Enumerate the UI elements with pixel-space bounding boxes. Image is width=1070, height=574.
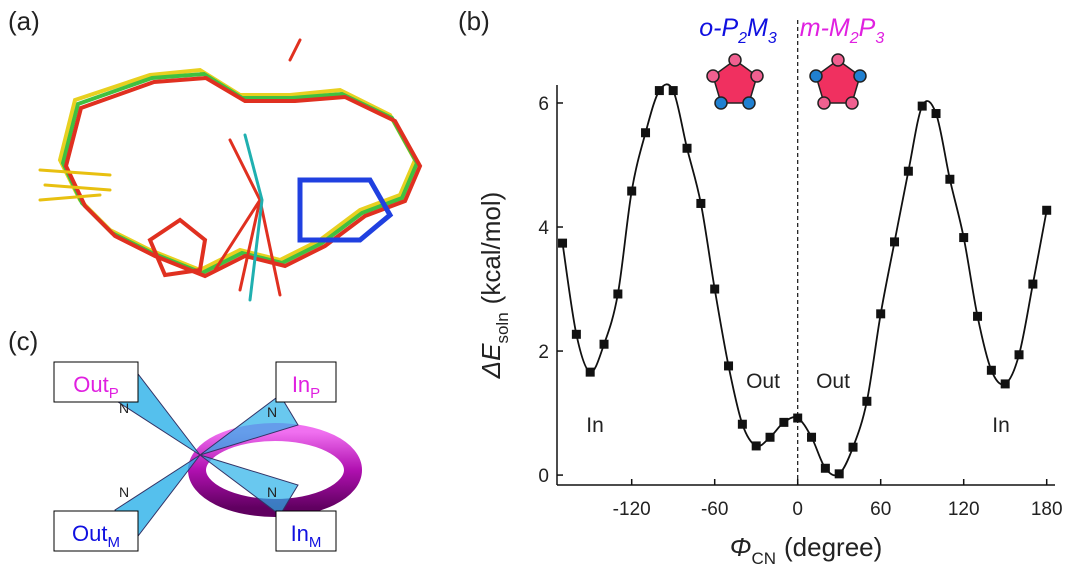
atom-label: N xyxy=(267,484,277,500)
data-point xyxy=(1028,280,1037,289)
x-tick-label: -60 xyxy=(701,499,728,520)
data-point xyxy=(987,366,996,375)
text-part: CN xyxy=(751,549,776,568)
text-part: M xyxy=(309,534,322,551)
conformer-label: m-M2P3 xyxy=(800,14,885,47)
data-point xyxy=(959,233,968,242)
text-part: m-M xyxy=(800,14,850,42)
y-tick-label: 2 xyxy=(538,342,549,363)
data-point xyxy=(710,285,719,294)
data-point xyxy=(738,420,747,429)
data-point xyxy=(724,361,733,370)
figure: (a) (b) (c) 0 2 4 6 -120 -60 0 60 120 180 ΦCN (degree)… xyxy=(0,0,1070,569)
text-part: 3 xyxy=(768,30,777,47)
x-tick-label: 0 xyxy=(792,499,803,520)
data-point xyxy=(613,289,622,298)
data-point xyxy=(932,109,941,118)
data-point xyxy=(793,414,802,423)
data-point xyxy=(835,469,844,478)
data-point xyxy=(558,239,567,248)
data-point xyxy=(669,86,678,95)
data-point xyxy=(696,199,705,208)
text-part: soln xyxy=(493,312,512,343)
data-point xyxy=(904,167,913,176)
data-point xyxy=(683,144,692,153)
data-point xyxy=(766,433,775,442)
x-tick-label: -120 xyxy=(613,499,651,520)
text-part: (kcal/mol) xyxy=(476,192,506,305)
data-point xyxy=(849,443,858,452)
data-point xyxy=(821,464,830,473)
molecule-overlay xyxy=(40,40,420,300)
text-part: Φ xyxy=(730,532,752,562)
annotation: In xyxy=(586,414,604,437)
text-part: 2 xyxy=(737,30,747,47)
text-part: 3 xyxy=(875,30,884,47)
text-part: M xyxy=(107,534,120,551)
data-point xyxy=(779,418,788,427)
data-point xyxy=(655,86,664,95)
data-point xyxy=(752,441,761,450)
annotation: Out xyxy=(746,370,780,393)
text-part: (degree) xyxy=(784,532,882,562)
data-point xyxy=(876,309,885,318)
data-point xyxy=(572,330,581,339)
conformer-label: o-P2M3 xyxy=(699,14,777,47)
text-part: P xyxy=(310,385,320,402)
data-point xyxy=(807,433,816,442)
atom-label: N xyxy=(119,484,129,500)
conformer-icons xyxy=(707,54,866,109)
data-point xyxy=(1001,379,1010,388)
data-point xyxy=(641,128,650,137)
data-point xyxy=(600,340,609,349)
text-part: 2 xyxy=(849,30,859,47)
panel-label: (c) xyxy=(8,326,38,356)
data-point xyxy=(890,237,899,246)
annotation: In xyxy=(992,414,1010,437)
text-part: M xyxy=(747,14,768,42)
data-point xyxy=(862,397,871,406)
x-tick-label: 180 xyxy=(1031,499,1063,520)
text-part: In xyxy=(291,521,309,546)
text-part: Out xyxy=(73,372,108,397)
data-point xyxy=(586,368,595,377)
text-part: In xyxy=(292,372,310,397)
panel-label: (b) xyxy=(458,6,490,36)
y-tick-label: 4 xyxy=(538,218,549,239)
x-tick-label: 60 xyxy=(870,499,891,520)
annotation: Out xyxy=(816,370,850,393)
y-tick-label: 6 xyxy=(538,94,549,115)
data-point xyxy=(973,312,982,321)
panel-label: (a) xyxy=(8,6,40,36)
data-point xyxy=(1015,350,1024,359)
data-point xyxy=(918,102,927,111)
x-axis-label: ΦCN (degree) xyxy=(730,532,883,568)
text-part: Out xyxy=(72,521,107,546)
data-point xyxy=(945,175,954,184)
fit-curve xyxy=(563,84,1047,475)
text-part: o-P xyxy=(699,14,738,42)
data-point xyxy=(627,187,636,196)
text-part: P xyxy=(109,385,119,402)
x-tick-label: 120 xyxy=(948,499,980,520)
y-tick-label: 0 xyxy=(538,466,549,487)
atom-label: N xyxy=(267,404,277,420)
atom-label: N xyxy=(119,400,129,416)
text-part: ΔE xyxy=(476,343,506,379)
data-point xyxy=(1042,206,1051,215)
text-part: P xyxy=(859,14,876,42)
y-axis-label: ΔEsoln (kcal/mol) xyxy=(476,192,512,380)
